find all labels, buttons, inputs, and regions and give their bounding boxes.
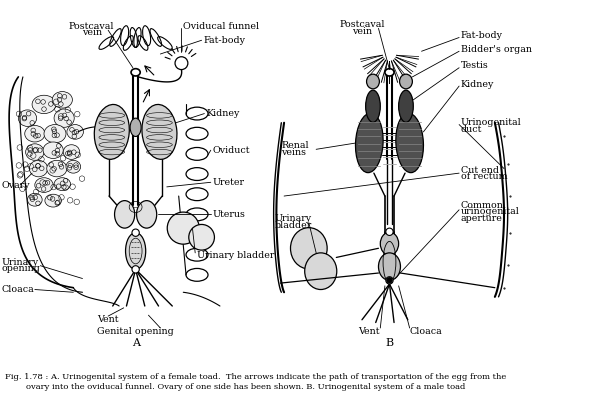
Text: Vent: Vent — [359, 327, 380, 336]
Text: Ovary: Ovary — [2, 181, 31, 190]
Ellipse shape — [385, 68, 394, 76]
Ellipse shape — [94, 105, 129, 159]
Ellipse shape — [130, 118, 141, 137]
Text: bladder: bladder — [275, 221, 312, 230]
Text: opening: opening — [2, 264, 41, 273]
Text: urinogenital: urinogenital — [461, 207, 520, 216]
Text: vein: vein — [81, 28, 101, 37]
Ellipse shape — [142, 105, 177, 159]
Text: Urinogenital: Urinogenital — [461, 118, 522, 127]
Ellipse shape — [66, 160, 81, 173]
Text: Fat-body: Fat-body — [461, 31, 503, 40]
Text: Kidney: Kidney — [461, 80, 494, 89]
Text: Renal: Renal — [281, 141, 309, 150]
Ellipse shape — [47, 160, 67, 177]
Ellipse shape — [45, 194, 61, 207]
Ellipse shape — [132, 229, 139, 237]
Ellipse shape — [378, 253, 401, 281]
Text: Urinary bladder: Urinary bladder — [197, 251, 274, 260]
Ellipse shape — [35, 178, 53, 193]
Ellipse shape — [381, 232, 399, 255]
Ellipse shape — [386, 277, 393, 284]
Text: Cloaca: Cloaca — [409, 327, 442, 336]
Ellipse shape — [54, 178, 71, 190]
Ellipse shape — [366, 90, 381, 122]
Text: Common: Common — [461, 201, 504, 210]
Ellipse shape — [18, 110, 37, 127]
Ellipse shape — [132, 266, 139, 273]
Text: Fat-body: Fat-body — [204, 36, 245, 45]
Text: Postcaval: Postcaval — [69, 22, 114, 31]
Ellipse shape — [189, 225, 214, 250]
Ellipse shape — [136, 200, 157, 228]
Ellipse shape — [290, 228, 327, 269]
Text: Bidder's organ: Bidder's organ — [461, 45, 532, 54]
Text: Cloaca: Cloaca — [2, 285, 35, 294]
Text: Oviduct: Oviduct — [212, 146, 250, 155]
Ellipse shape — [25, 144, 44, 160]
Text: vein: vein — [352, 27, 372, 36]
Text: aperture: aperture — [461, 214, 503, 222]
Ellipse shape — [54, 109, 74, 127]
Ellipse shape — [30, 160, 48, 177]
Ellipse shape — [356, 113, 383, 173]
Ellipse shape — [126, 233, 146, 269]
Text: Cut end: Cut end — [461, 166, 499, 175]
Ellipse shape — [167, 212, 199, 244]
Text: Fig. 1.78 : A. Urinogenital system of a female toad.  The arrows indicate the pa: Fig. 1.78 : A. Urinogenital system of a … — [5, 374, 506, 381]
Ellipse shape — [366, 74, 379, 89]
Ellipse shape — [131, 68, 140, 76]
Ellipse shape — [396, 113, 424, 173]
Text: B: B — [385, 338, 394, 348]
Text: Ureter: Ureter — [212, 178, 245, 187]
Ellipse shape — [28, 193, 42, 206]
Text: veins: veins — [281, 148, 306, 156]
Text: Uterus: Uterus — [212, 210, 245, 219]
Ellipse shape — [399, 90, 414, 122]
Text: Urinary: Urinary — [275, 215, 312, 223]
Text: Oviducal funnel: Oviducal funnel — [183, 22, 260, 31]
Text: Vent: Vent — [97, 315, 119, 324]
Ellipse shape — [25, 125, 45, 142]
Text: ovary into the oviducal funnel. Ovary of one side has been shown. B. Urinogenita: ovary into the oviducal funnel. Ovary of… — [5, 383, 465, 391]
Text: Kidney: Kidney — [206, 109, 240, 118]
Text: Postcaval: Postcaval — [339, 20, 385, 29]
Text: Testis: Testis — [461, 61, 489, 71]
Ellipse shape — [44, 124, 66, 143]
Text: Genital opening: Genital opening — [97, 327, 174, 336]
Ellipse shape — [386, 228, 393, 235]
Ellipse shape — [53, 92, 73, 108]
Ellipse shape — [114, 200, 135, 228]
Text: duct: duct — [461, 124, 482, 134]
Ellipse shape — [386, 278, 392, 283]
Text: of rectum: of rectum — [461, 172, 507, 181]
Ellipse shape — [43, 142, 63, 159]
Ellipse shape — [63, 145, 80, 159]
Ellipse shape — [399, 74, 412, 89]
Ellipse shape — [304, 253, 337, 290]
Ellipse shape — [32, 95, 56, 114]
Text: Urinary: Urinary — [2, 258, 39, 266]
Text: A: A — [132, 338, 140, 348]
Ellipse shape — [67, 124, 83, 139]
